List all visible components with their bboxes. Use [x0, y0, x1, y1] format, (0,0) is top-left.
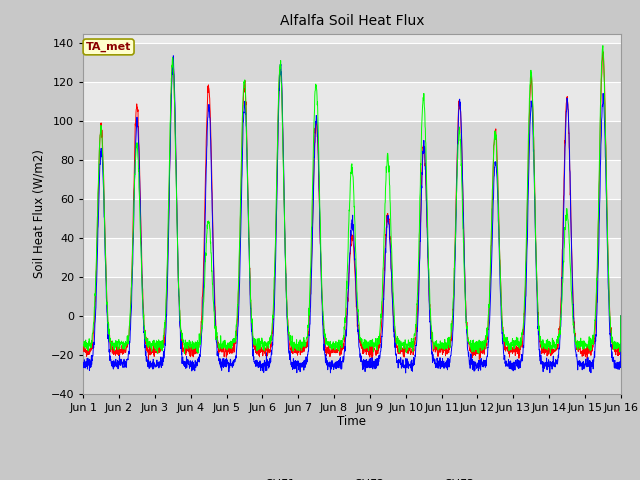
- SHF1: [367, 341, 375, 347]
- SHF2: [230, 358, 237, 364]
- SHF2: [402, 370, 410, 376]
- Bar: [83, 277, 621, 316]
- Bar: [83, 316, 621, 355]
- Line: SHF2: SHF2: [83, 56, 621, 373]
- SHF2: [380, 309, 387, 315]
- SHF1: [79, 347, 87, 352]
- SHF1: [508, 346, 516, 351]
- Legend: SHF1, SHF2, SHF3: SHF1, SHF2, SHF3: [225, 473, 479, 480]
- Bar: [83, 199, 621, 238]
- SHF3: [599, 43, 607, 48]
- Bar: [83, 82, 621, 121]
- SHF1: [379, 298, 387, 304]
- Bar: [83, 160, 621, 199]
- Bar: [83, 355, 621, 394]
- Title: Alfalfa Soil Heat Flux: Alfalfa Soil Heat Flux: [280, 14, 424, 28]
- X-axis label: Time: Time: [337, 415, 367, 429]
- Bar: [83, 43, 621, 82]
- SHF2: [509, 364, 516, 370]
- SHF1: [617, 313, 625, 319]
- SHF3: [368, 343, 376, 348]
- SHF3: [508, 338, 516, 344]
- SHF1: [583, 357, 591, 362]
- SHF2: [570, 315, 577, 321]
- SHF3: [380, 264, 387, 269]
- SHF3: [230, 340, 237, 346]
- Line: SHF3: SHF3: [83, 46, 621, 354]
- SHF2: [617, 313, 625, 319]
- SHF3: [79, 342, 87, 348]
- Y-axis label: Soil Heat Flux (W/m2): Soil Heat Flux (W/m2): [32, 149, 45, 278]
- SHF3: [617, 313, 625, 319]
- SHF3: [180, 351, 188, 357]
- SHF2: [585, 362, 593, 368]
- SHF2: [368, 364, 376, 370]
- SHF2: [170, 53, 177, 59]
- Text: TA_met: TA_met: [86, 42, 131, 52]
- Line: SHF1: SHF1: [83, 52, 621, 360]
- SHF3: [584, 338, 592, 344]
- SHF3: [570, 320, 577, 326]
- Bar: [83, 121, 621, 160]
- SHF2: [79, 360, 87, 366]
- SHF1: [229, 344, 237, 350]
- SHF1: [600, 49, 607, 55]
- SHF1: [570, 300, 577, 306]
- SHF1: [584, 349, 592, 355]
- Bar: [83, 238, 621, 277]
